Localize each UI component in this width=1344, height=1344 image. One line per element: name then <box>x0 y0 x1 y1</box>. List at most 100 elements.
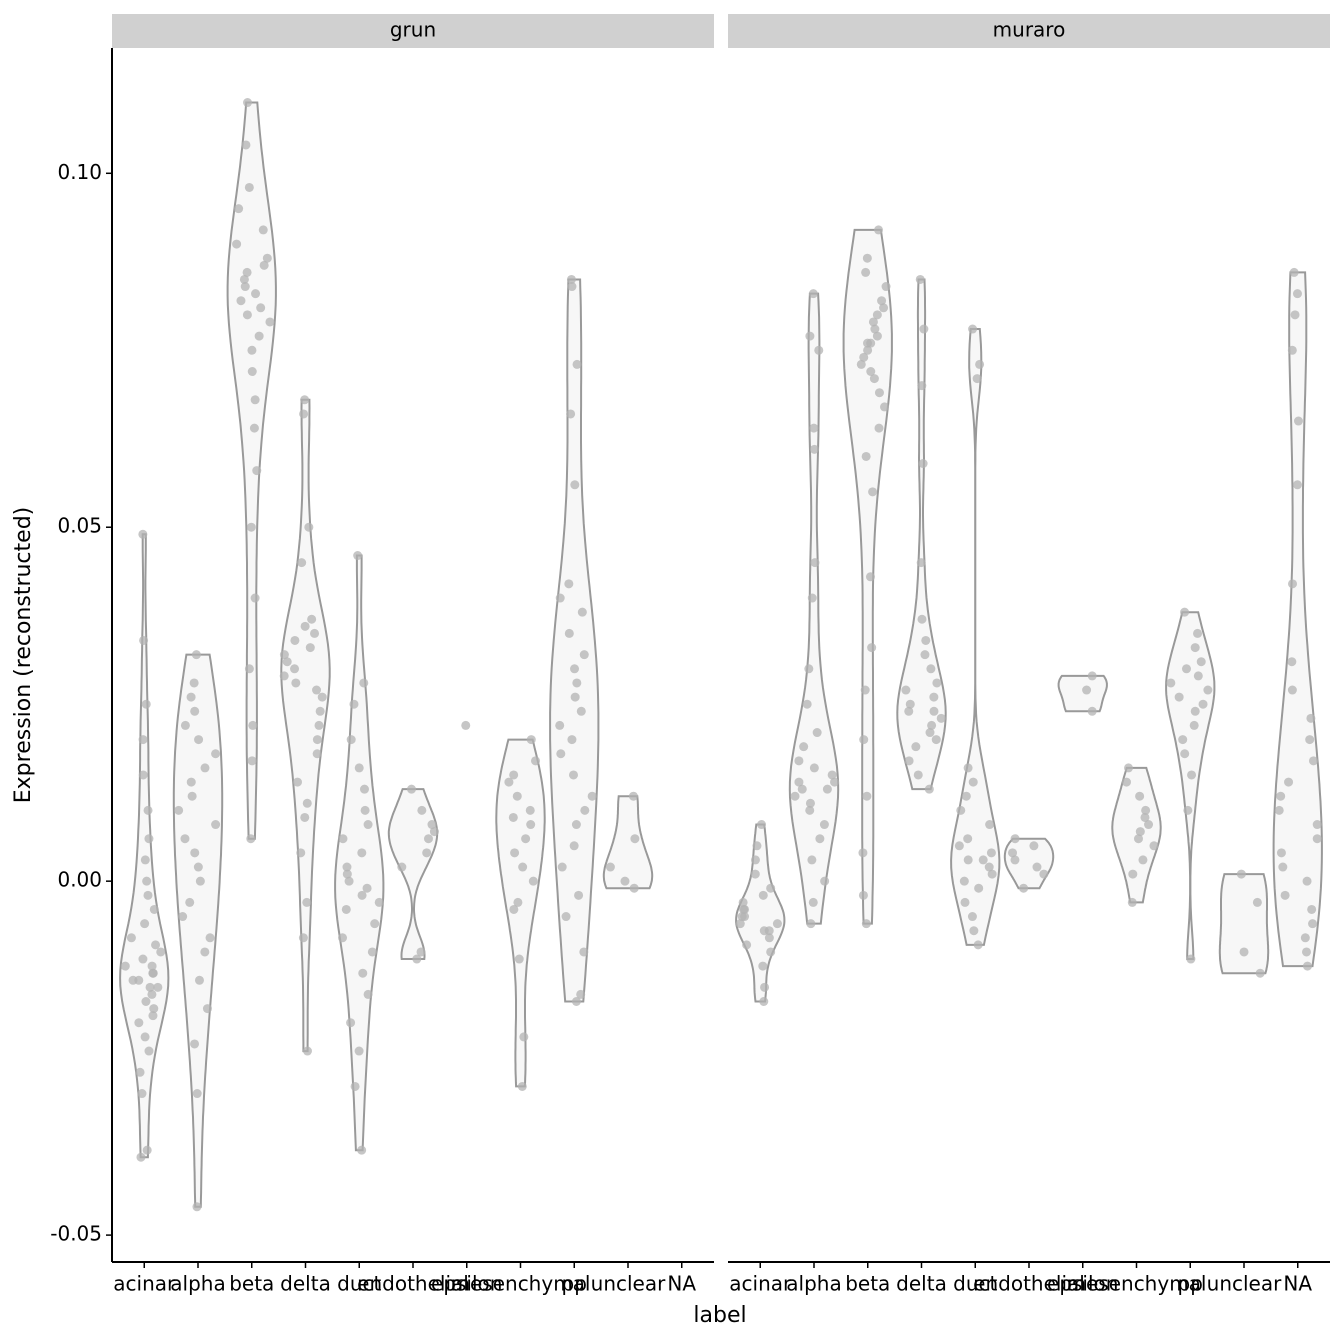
point <box>918 459 928 469</box>
point <box>512 791 522 801</box>
point <box>822 784 832 794</box>
point <box>566 274 576 284</box>
point <box>905 699 915 709</box>
point <box>528 876 538 886</box>
point <box>772 919 782 929</box>
point <box>954 841 964 851</box>
x-tick-label: unclear <box>1207 1272 1282 1296</box>
point <box>867 643 877 653</box>
point <box>240 282 250 292</box>
point <box>305 643 315 653</box>
point <box>190 1039 200 1049</box>
point <box>262 253 272 263</box>
point <box>144 1046 154 1056</box>
point <box>526 820 536 830</box>
point <box>570 480 580 490</box>
point <box>363 989 373 999</box>
point <box>247 345 257 355</box>
point <box>1308 756 1318 766</box>
point <box>461 720 471 730</box>
point <box>145 982 155 992</box>
point <box>805 798 815 808</box>
point <box>249 423 259 433</box>
point <box>866 338 876 348</box>
point <box>920 650 930 660</box>
point <box>931 735 941 745</box>
violin <box>1218 873 1270 975</box>
point <box>1008 848 1018 858</box>
point <box>1087 706 1097 716</box>
point <box>302 798 312 808</box>
point <box>1306 713 1316 723</box>
point <box>1186 954 1196 964</box>
point <box>338 834 348 844</box>
x-axis-title: label <box>693 1303 746 1328</box>
point <box>984 862 994 872</box>
point <box>861 451 871 461</box>
point <box>406 784 416 794</box>
point <box>1287 345 1297 355</box>
point <box>856 359 866 369</box>
point <box>963 834 973 844</box>
point <box>814 345 824 355</box>
point <box>242 310 252 320</box>
point <box>580 805 590 815</box>
point <box>148 1011 158 1021</box>
point <box>252 466 262 476</box>
point <box>1135 827 1145 837</box>
point <box>866 366 876 376</box>
point <box>1140 812 1150 822</box>
point <box>186 777 196 787</box>
point <box>416 947 426 957</box>
point <box>250 395 260 405</box>
point <box>904 706 914 716</box>
point <box>572 678 582 688</box>
violin <box>549 278 600 1003</box>
point <box>1276 848 1286 858</box>
point <box>577 607 587 617</box>
point <box>874 423 884 433</box>
point <box>247 756 257 766</box>
violin <box>119 533 170 1159</box>
point <box>1189 720 1199 730</box>
point <box>917 614 927 624</box>
point <box>526 735 536 745</box>
point <box>879 303 889 313</box>
point <box>1276 791 1286 801</box>
point <box>735 919 745 929</box>
point <box>807 855 817 865</box>
point <box>370 919 380 929</box>
point <box>315 706 325 716</box>
point <box>972 374 982 384</box>
point <box>628 791 638 801</box>
point <box>961 791 971 801</box>
x-tick-label: duct <box>337 1272 381 1296</box>
point <box>363 820 373 830</box>
point <box>360 805 370 815</box>
point <box>256 303 266 313</box>
point <box>423 834 433 844</box>
point <box>587 791 597 801</box>
x-tick-label: NA <box>667 1272 696 1296</box>
point <box>341 904 351 914</box>
point <box>519 1032 529 1042</box>
point <box>1284 777 1294 787</box>
point <box>359 678 369 688</box>
point <box>820 876 830 886</box>
point <box>574 890 584 900</box>
point <box>874 388 884 398</box>
point <box>1138 855 1148 865</box>
point <box>195 876 205 886</box>
point <box>244 664 254 674</box>
point <box>346 735 356 745</box>
point <box>350 1081 360 1091</box>
point <box>138 529 148 539</box>
point <box>794 777 804 787</box>
x-tick-label: beta <box>845 1272 890 1296</box>
point <box>248 720 258 730</box>
point <box>1312 820 1322 830</box>
point <box>1149 841 1159 851</box>
point <box>290 635 300 645</box>
point <box>147 961 157 971</box>
point <box>862 253 872 263</box>
